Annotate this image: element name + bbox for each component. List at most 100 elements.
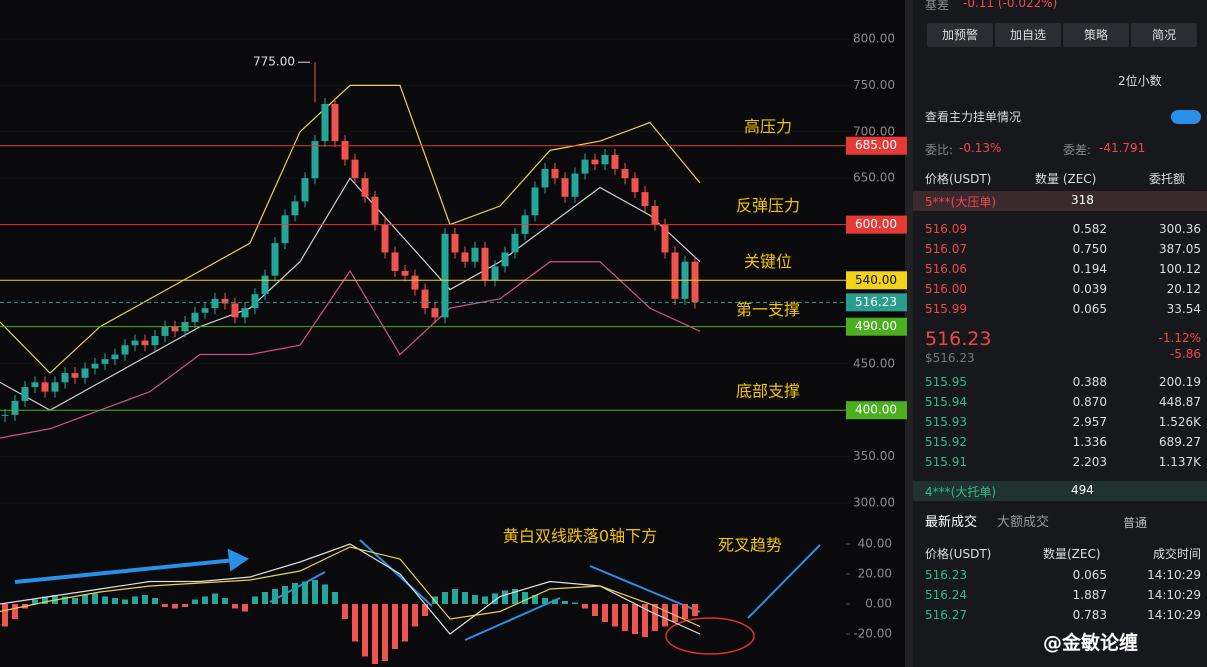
candle	[31, 382, 39, 387]
button[interactable]: 加自选	[995, 23, 1061, 47]
band-line	[0, 261, 701, 439]
tab[interactable]: 最新成交	[925, 515, 978, 530]
macd-bar	[72, 598, 78, 604]
macd-bar	[632, 604, 638, 634]
candle	[331, 103, 339, 142]
qty: 1.336	[1072, 435, 1107, 449]
decimals[interactable]: 2位小数	[1118, 74, 1162, 88]
level-box	[846, 293, 907, 312]
highlight-ellipse	[665, 617, 755, 655]
candle	[151, 335, 159, 346]
qty: 2.203	[1072, 455, 1107, 469]
amount: 14:10:29	[1147, 588, 1201, 602]
candle	[241, 308, 249, 318]
candle	[691, 261, 699, 303]
candle	[291, 201, 299, 216]
candle	[61, 373, 69, 383]
y-tick-label: 650.00	[853, 171, 895, 185]
depth-link[interactable]: 查看主力挂单情况	[925, 110, 1022, 124]
macd-bar	[602, 604, 608, 622]
macd-bar	[162, 604, 168, 607]
arrows	[14, 539, 821, 641]
button[interactable]: 简况	[1131, 23, 1197, 47]
amount: 100.12	[1159, 262, 1201, 276]
candle	[511, 233, 519, 253]
qty: 2.957	[1072, 415, 1107, 429]
macd-tick-label: 20.00	[858, 567, 892, 581]
y-tick-label: 800.00	[853, 32, 895, 46]
level-box	[846, 215, 907, 234]
macd-bar	[522, 592, 528, 604]
level-box	[846, 317, 907, 336]
candle	[211, 298, 219, 309]
amount: 33.54	[1166, 302, 1201, 316]
macd-bar	[562, 601, 568, 604]
macd-bar	[122, 599, 128, 604]
candle	[431, 308, 439, 318]
candle	[421, 289, 429, 309]
price: 515.99	[925, 302, 967, 316]
level-box	[846, 271, 907, 290]
last-price: 516.23	[925, 328, 992, 350]
macd-bar	[352, 604, 358, 642]
macd-bar	[42, 596, 48, 604]
macd-bar	[692, 604, 698, 616]
qty: 0.388	[1072, 375, 1107, 389]
macd-bar	[502, 590, 508, 604]
macd-bar	[32, 599, 38, 604]
y-tick-label: 750.00	[853, 78, 895, 92]
macd-bar	[382, 604, 388, 661]
macd-bar	[472, 595, 478, 604]
amount: 300.36	[1159, 222, 1201, 236]
macd-bar	[532, 595, 538, 604]
price: 515.92	[925, 435, 967, 449]
amount: 14:10:29	[1147, 568, 1201, 582]
macd-bar	[212, 593, 218, 604]
macd-bar	[82, 595, 88, 604]
macd-bar	[452, 589, 458, 604]
macd-bar	[372, 604, 378, 664]
big-bid-qty: 494	[1071, 483, 1094, 497]
band-line	[0, 84, 701, 374]
band-line	[0, 177, 701, 411]
macd-bar	[202, 596, 208, 604]
y-tick-label: 700.00	[853, 124, 895, 138]
candle	[281, 215, 289, 244]
level-note: 第一支撑	[736, 300, 800, 319]
button[interactable]: 加预警	[927, 23, 993, 47]
candle	[21, 387, 29, 401]
candle	[101, 359, 109, 364]
candle	[671, 252, 679, 299]
normal-filter[interactable]: 普通	[1123, 516, 1148, 530]
price: 516.24	[925, 588, 967, 602]
price: 515.95	[925, 375, 967, 389]
candle	[221, 298, 229, 304]
candle	[111, 354, 119, 360]
candle	[71, 373, 79, 378]
candle	[261, 275, 269, 295]
candle	[171, 326, 179, 332]
candle	[371, 196, 379, 225]
level-label: 540.00	[855, 273, 897, 287]
macd-bar	[12, 604, 18, 619]
button[interactable]: 策略	[1063, 23, 1129, 47]
tab[interactable]: 大额成交	[997, 515, 1050, 530]
macd-bar	[2, 604, 8, 627]
price: 516.00	[925, 282, 967, 296]
macd-bar	[92, 593, 98, 604]
macd-bar	[572, 602, 578, 604]
chart: 800.00 750.00 700.00 650.00 450.00 350.00 300.…	[0, 0, 913, 667]
toggle[interactable]	[1171, 110, 1201, 124]
macd-bar	[542, 598, 548, 604]
macd-bar	[412, 604, 418, 627]
macd-bar	[142, 595, 148, 604]
change-pct: -1.12%	[1158, 331, 1201, 345]
qty: 0.039	[1072, 282, 1107, 296]
qty: 0.065	[1072, 568, 1107, 582]
candle	[581, 159, 589, 174]
macd-bar	[362, 604, 368, 657]
macd-bar	[172, 604, 178, 609]
price: 515.94	[925, 395, 967, 409]
last-price-usd: $516.23	[925, 351, 975, 365]
candle	[621, 168, 629, 179]
